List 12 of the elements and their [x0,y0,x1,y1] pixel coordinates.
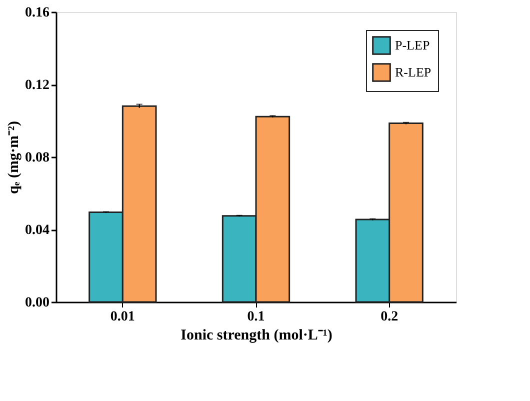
y-tick-label: 0.04 [25,223,50,238]
y-axis-title: qₑ (mg·m⁻²) [6,121,22,194]
x-tick-label: 0.01 [110,310,135,324]
legend-label: R-LEP [395,64,432,80]
y-tick-label: 0.12 [25,78,50,93]
y-tick-label: 0.08 [25,150,50,166]
x-axis-title: Ionic strength (mol·L⁻¹) [180,328,332,344]
y-tick-label: 0.16 [25,6,50,20]
legend-label: P-LEP [395,38,430,52]
x-tick-label: 0.2 [380,310,398,324]
y-tick-label: 0.00 [25,296,50,310]
x-tick-label: 0.1 [247,310,265,324]
